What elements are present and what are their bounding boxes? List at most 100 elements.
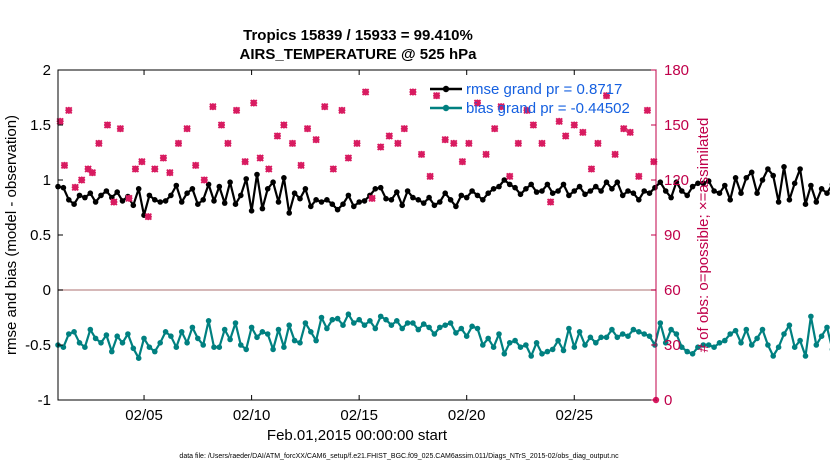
bias-point (576, 329, 583, 335)
bias-point (71, 329, 77, 335)
obs-assimilated-marker (303, 125, 312, 133)
chart-title-line2: AIRS_TEMPERATURE @ 525 hPa (240, 46, 478, 63)
bias-point (254, 334, 260, 341)
rmse-point (657, 179, 664, 185)
bias-point (125, 331, 131, 337)
obs-assimilated-marker (514, 139, 522, 147)
obs-assimilated-marker (95, 139, 103, 147)
rmse-point (732, 175, 739, 181)
rmse-point (394, 189, 400, 195)
rmse-point (291, 190, 298, 196)
bias-point (119, 340, 126, 346)
rmse-point (377, 184, 384, 191)
rmse-point (571, 188, 578, 194)
rmse-point (544, 181, 551, 188)
rmse-point (248, 208, 255, 214)
obs-assimilated-marker (546, 198, 555, 206)
rmse-point (275, 199, 282, 205)
obs-assimilated-marker (441, 136, 449, 144)
obs-assimilated-marker (338, 106, 346, 114)
rmse-point (818, 186, 825, 192)
rmse-point (582, 191, 588, 198)
y-axis-label-left: rmse and bias (model - observation) (3, 115, 20, 355)
rmse-point (87, 190, 94, 196)
rmse-point (517, 191, 524, 198)
bias-point (689, 351, 696, 357)
rmse-point (281, 175, 287, 181)
rmse-point (420, 200, 427, 206)
rmse-point (775, 199, 782, 205)
rmse-point (786, 197, 793, 203)
bias-point (447, 320, 454, 326)
rmse-point (754, 190, 760, 196)
obs-assimilated-marker (361, 88, 370, 96)
bias-point (738, 340, 744, 346)
obs-assimilated-marker (602, 92, 611, 100)
rmse-point (711, 188, 717, 194)
bias-point (490, 344, 497, 351)
obs-assimilated-marker (491, 125, 499, 133)
rmse-point (646, 190, 653, 196)
bias-point (340, 322, 346, 329)
rmse-point (668, 194, 674, 201)
rmse-point (555, 188, 561, 194)
obs-assimilated-marker (250, 99, 258, 107)
bias-point (646, 333, 653, 340)
obs-assimilated-marker (265, 165, 273, 173)
rmse-point (458, 192, 465, 199)
obs-assimilated-marker (88, 169, 97, 177)
obs-assimilated-marker (529, 121, 538, 129)
y-tick-label-left: 1.5 (30, 117, 51, 134)
rmse-point (340, 201, 346, 207)
rmse-point (60, 184, 67, 191)
bias-point (388, 322, 395, 329)
bias-point (66, 331, 72, 337)
x-axis-label: Feb.01,2015 00:00:00 start (267, 427, 448, 444)
rmse-point (200, 197, 206, 203)
bias-point (765, 342, 771, 348)
bias-point (420, 321, 427, 327)
rmse-point (168, 192, 174, 199)
obs-assimilated-marker (200, 176, 208, 184)
bias-point (324, 325, 330, 332)
rmse-point (619, 192, 626, 199)
bias-point (657, 320, 664, 326)
obs-assimilated-marker (562, 132, 570, 140)
bias-point (754, 335, 760, 342)
obs-assimilated-marker (71, 183, 79, 191)
bias-point (313, 337, 319, 344)
obs-assimilated-marker (312, 136, 320, 144)
obs-assimilated-marker (579, 128, 587, 136)
bias-point (781, 331, 787, 337)
rmse-point (146, 192, 153, 199)
rmse-point (92, 199, 99, 205)
bias-point (367, 318, 373, 324)
obs-assimilated-marker (344, 154, 353, 162)
obs-assimilated-marker (329, 165, 337, 173)
rmse-point (259, 205, 266, 212)
bias-point (415, 326, 422, 333)
bias-point (539, 351, 545, 357)
bias-point (469, 323, 475, 330)
obs-assimilated-marker (400, 125, 408, 133)
bias-point (184, 340, 190, 346)
rmse-point (463, 194, 470, 201)
bias-point (442, 322, 449, 329)
bias-point (232, 320, 239, 326)
rmse-point (813, 199, 820, 205)
bias-point (582, 342, 588, 348)
rmse-point (173, 182, 180, 189)
rmse-point (410, 194, 416, 201)
rmse-point (469, 188, 475, 194)
bias-point (748, 342, 755, 348)
rmse-point (415, 197, 422, 203)
rmse-point (437, 199, 443, 205)
rmse-point (797, 166, 803, 172)
rmse-point (523, 186, 529, 192)
y-tick-label-left: -0.5 (25, 337, 51, 354)
obs-assimilated-marker (353, 139, 361, 147)
obs-assimilated-marker (587, 165, 596, 173)
obs-assimilated-marker (151, 165, 159, 173)
bias-point (555, 337, 561, 344)
bias-point (523, 342, 529, 348)
